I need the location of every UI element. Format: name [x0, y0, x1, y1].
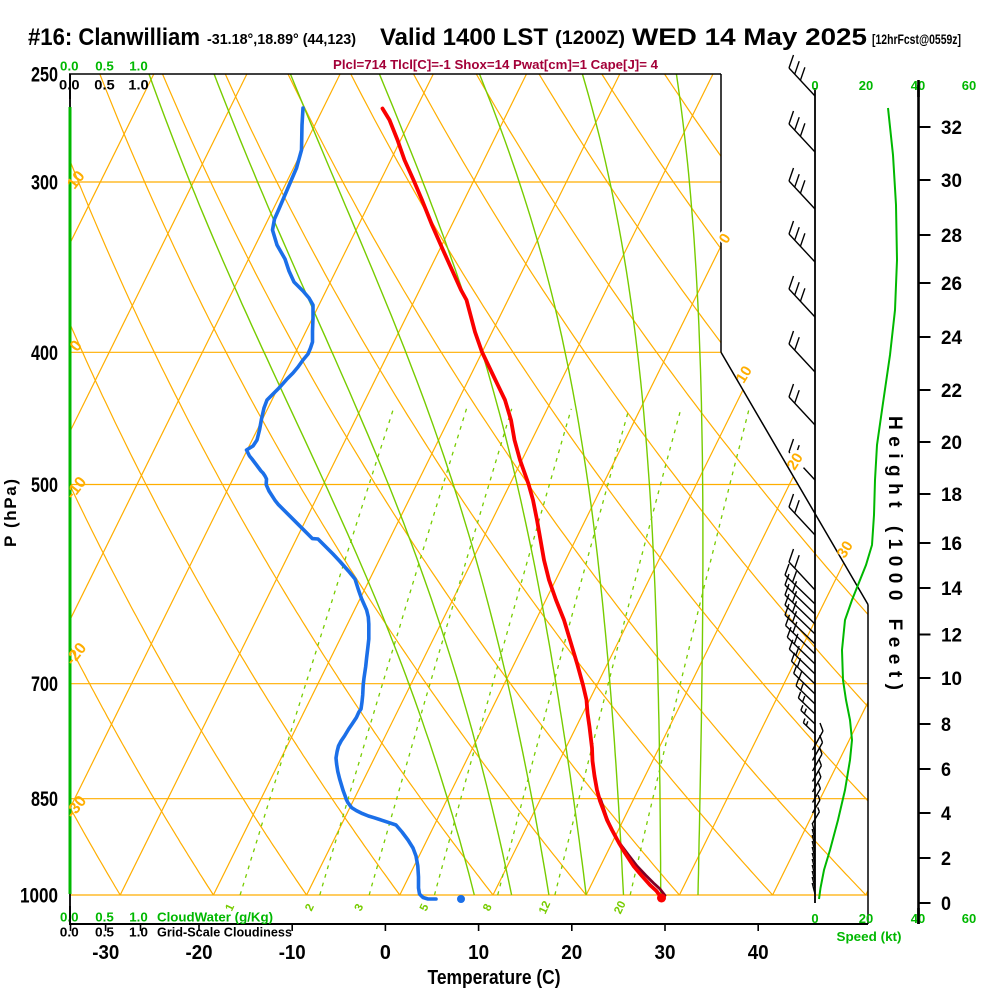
- svg-text:10: 10: [941, 669, 962, 690]
- svg-text:0.5: 0.5: [94, 78, 115, 93]
- svg-text:1.0: 1.0: [129, 911, 148, 925]
- svg-text:12: 12: [537, 899, 553, 916]
- svg-text:26: 26: [941, 274, 962, 295]
- svg-text:40: 40: [748, 942, 769, 964]
- svg-text:-20: -20: [186, 942, 213, 964]
- svg-text:20: 20: [612, 899, 628, 916]
- svg-text:0.5: 0.5: [95, 926, 114, 940]
- svg-text:Plcl=714 Tlcl[C]=-1 Shox=14 Pw: Plcl=714 Tlcl[C]=-1 Shox=14 Pwat[cm]=1 C…: [333, 58, 658, 72]
- svg-text:-30: -30: [92, 942, 119, 964]
- svg-text:0.5: 0.5: [95, 60, 114, 74]
- svg-text:6: 6: [941, 760, 951, 781]
- svg-text:0.0: 0.0: [60, 926, 79, 940]
- svg-text:#16: Clanwilliam: #16: Clanwilliam: [28, 24, 200, 51]
- svg-text:Grid-Scale Cloudiness: Grid-Scale Cloudiness: [157, 926, 292, 940]
- svg-text:10: 10: [733, 363, 756, 386]
- svg-text:1.0: 1.0: [129, 60, 148, 74]
- svg-text:(1200Z): (1200Z): [555, 28, 625, 49]
- svg-text:Valid 1400 LST: Valid 1400 LST: [380, 24, 548, 51]
- svg-text:-10: -10: [279, 942, 306, 964]
- svg-text:0: 0: [811, 911, 818, 926]
- svg-text:1: 1: [224, 902, 238, 913]
- svg-text:-31.18°,18.89° (44,123): -31.18°,18.89° (44,123): [207, 31, 356, 48]
- svg-text:250: 250: [31, 64, 58, 87]
- svg-text:30: 30: [655, 942, 676, 964]
- svg-text:18: 18: [941, 485, 962, 506]
- svg-text:WED 14 May 2025: WED 14 May 2025: [632, 24, 867, 51]
- svg-text:1.0: 1.0: [128, 78, 149, 93]
- svg-text:20: 20: [941, 433, 962, 454]
- svg-text:14: 14: [941, 579, 962, 600]
- svg-text:10: 10: [468, 942, 489, 964]
- svg-text:3: 3: [353, 902, 367, 913]
- svg-text:0: 0: [941, 894, 951, 915]
- svg-text:2: 2: [941, 849, 951, 870]
- svg-text:32: 32: [941, 118, 962, 139]
- svg-text:1000: 1000: [20, 885, 58, 908]
- svg-text:30: 30: [941, 171, 962, 192]
- svg-text:400: 400: [31, 342, 58, 365]
- svg-text:700: 700: [31, 673, 58, 696]
- svg-text:20: 20: [561, 942, 582, 964]
- svg-text:22: 22: [941, 381, 962, 402]
- svg-text:28: 28: [941, 226, 962, 247]
- svg-text:16: 16: [941, 534, 962, 555]
- svg-text:0: 0: [811, 78, 818, 93]
- svg-text:30: 30: [834, 538, 857, 561]
- svg-text:0.0: 0.0: [60, 60, 79, 74]
- svg-text:8: 8: [941, 715, 951, 736]
- svg-text:300: 300: [31, 172, 58, 195]
- svg-text:CloudWater (g/Kg): CloudWater (g/Kg): [157, 911, 273, 925]
- svg-text:8: 8: [481, 902, 495, 913]
- svg-text:60: 60: [962, 911, 976, 926]
- svg-text:500: 500: [31, 474, 58, 497]
- svg-text:12: 12: [941, 626, 962, 647]
- svg-text:20: 20: [859, 78, 873, 93]
- svg-text:Temperature (C): Temperature (C): [428, 967, 561, 989]
- svg-text:850: 850: [31, 788, 58, 811]
- svg-text:24: 24: [941, 328, 962, 349]
- svg-text:60: 60: [962, 78, 976, 93]
- svg-text:1.0: 1.0: [129, 926, 148, 940]
- svg-text:4: 4: [941, 804, 951, 825]
- svg-text:2: 2: [303, 902, 317, 913]
- svg-text:P (hPa): P (hPa): [1, 479, 20, 547]
- svg-text:0.5: 0.5: [95, 911, 114, 925]
- svg-text:0: 0: [380, 942, 391, 964]
- svg-text:20: 20: [784, 450, 807, 473]
- svg-text:[12hrFcst@0559z]: [12hrFcst@0559z]: [872, 32, 961, 47]
- svg-text:5: 5: [418, 902, 432, 913]
- svg-text:20: 20: [859, 911, 873, 926]
- svg-text:Speed (kt): Speed (kt): [837, 929, 902, 944]
